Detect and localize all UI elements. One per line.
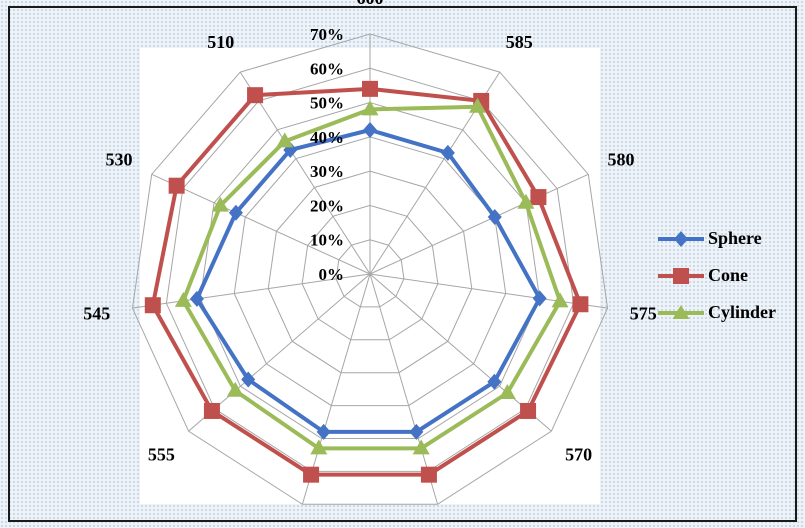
data-point — [211, 196, 229, 212]
tick-label: 0% — [319, 265, 345, 284]
data-point — [144, 297, 161, 314]
series-line — [150, 86, 583, 477]
data-point — [487, 373, 502, 390]
spoke — [369, 273, 608, 309]
grid-ring — [165, 67, 575, 472]
data-point — [276, 132, 294, 148]
spoke — [151, 173, 371, 275]
legend-item: Cone — [658, 257, 776, 294]
tick-label: 30% — [310, 162, 344, 181]
data-point — [241, 371, 256, 388]
data-point — [572, 296, 589, 313]
data-point — [363, 122, 377, 138]
category-label: 545 — [83, 303, 110, 323]
grid-ring — [267, 170, 473, 374]
category-label: 570 — [565, 445, 592, 465]
data-point — [303, 466, 320, 483]
legend-item: Sphere — [658, 220, 776, 257]
data-point — [520, 402, 537, 419]
grid — [131, 33, 609, 505]
category-labels: 600585580575570565560555545530510 — [83, 0, 657, 465]
grid-ring — [131, 33, 609, 505]
grid-ring — [335, 239, 405, 308]
legend-item: Cylinder — [658, 294, 776, 331]
legend-swatch — [658, 230, 704, 247]
tick-label: 60% — [310, 59, 344, 78]
data-point — [203, 402, 220, 419]
chart-frame — [8, 6, 797, 522]
data-point — [247, 87, 264, 104]
category-label: 600 — [357, 0, 384, 8]
tick-label: 20% — [310, 196, 344, 215]
data-point — [409, 423, 424, 440]
data-point — [487, 209, 502, 226]
spoke — [301, 273, 371, 505]
data-point — [310, 439, 328, 455]
spoke — [239, 71, 371, 275]
data-point — [420, 466, 437, 483]
data-point — [362, 80, 378, 97]
data-point — [189, 290, 204, 307]
data-point — [440, 144, 455, 161]
spoke — [369, 273, 439, 505]
grid-ring — [301, 204, 439, 341]
radial-ticks: 0% 10% 20% 30% 40% 50% 60% 70% — [310, 25, 344, 284]
category-label: 530 — [105, 149, 132, 169]
tick-label: 10% — [310, 231, 344, 250]
series-line — [181, 104, 563, 451]
legend-swatch — [658, 304, 704, 319]
data-point — [498, 383, 516, 399]
legend-swatch — [658, 267, 704, 284]
category-label: 510 — [207, 32, 234, 52]
data-point — [530, 189, 547, 206]
legend: Sphere Cone Cylinder — [658, 220, 776, 331]
tick-label: 50% — [310, 94, 344, 113]
spoke — [369, 173, 589, 275]
data-point — [551, 292, 569, 308]
data-point — [316, 423, 331, 440]
series-line — [194, 128, 542, 434]
series — [144, 80, 589, 483]
data-point — [532, 290, 547, 307]
data-point — [412, 439, 430, 455]
data-point — [469, 97, 487, 113]
grid-ring — [199, 102, 541, 439]
spoke — [132, 273, 371, 309]
tick-label: 40% — [310, 128, 344, 147]
data-point — [168, 177, 185, 194]
legend-label: Cone — [708, 265, 748, 285]
category-label: 575 — [630, 303, 657, 323]
category-label: 555 — [148, 445, 175, 465]
tick-label: 70% — [310, 25, 344, 44]
data-point — [228, 204, 243, 221]
data-point — [361, 100, 379, 116]
data-point — [517, 193, 535, 209]
legend-label: Cylinder — [708, 302, 777, 322]
legend-label: Sphere — [708, 228, 762, 248]
data-point — [226, 381, 244, 397]
category-label: 585 — [506, 32, 533, 52]
data-point — [174, 291, 192, 307]
category-label: 580 — [608, 149, 635, 169]
